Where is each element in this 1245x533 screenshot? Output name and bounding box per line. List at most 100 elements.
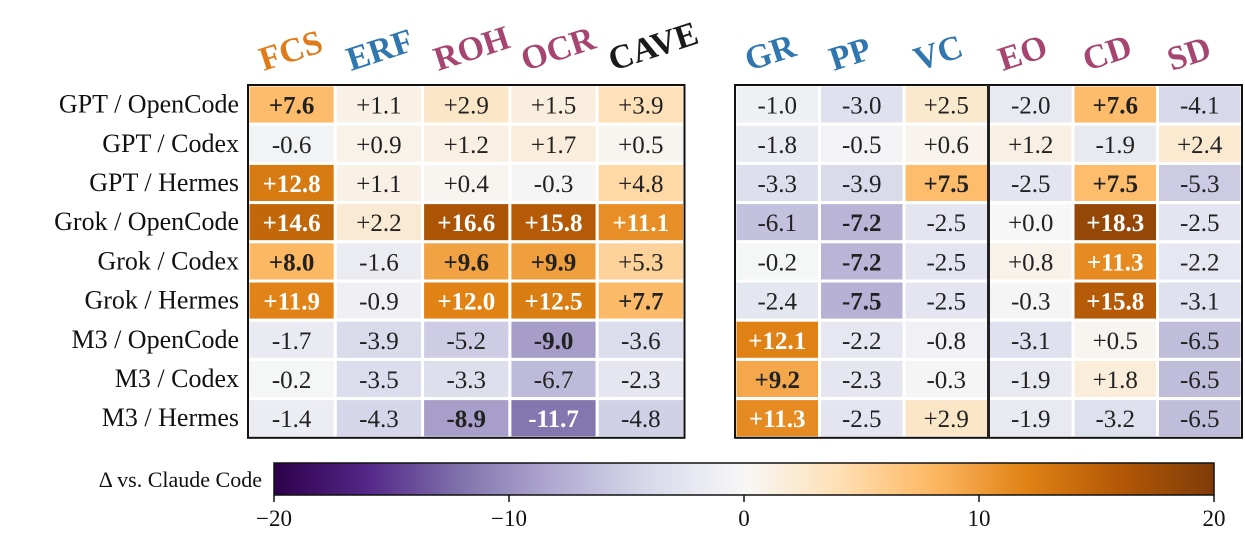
- cell-value-label: +2.2: [356, 210, 401, 237]
- cell-value-label: -2.3: [842, 367, 882, 394]
- cell-value-label: -2.5: [842, 406, 882, 433]
- cell-value-label: -6.5: [1180, 406, 1220, 433]
- cell-value-label: -2.5: [1011, 171, 1051, 198]
- heatmap-cell: [1156, 397, 1244, 440]
- cell-value-label: +1.5: [531, 93, 576, 120]
- heatmap-cell: [1156, 122, 1244, 165]
- cell-value-label: +15.8: [1086, 289, 1144, 316]
- cell-value-label: -3.1: [1180, 289, 1220, 316]
- cell-value-label: +7.7: [618, 289, 664, 316]
- heatmap-cell: [902, 83, 990, 126]
- heatmap-cell: [1071, 122, 1159, 165]
- heatmap-cell: [1071, 318, 1159, 361]
- cell-value-label: -2.2: [1180, 249, 1220, 276]
- column-header: GR: [740, 28, 800, 79]
- colorbar-tick-label: −10: [491, 506, 527, 531]
- heatmap-cell: [902, 397, 990, 440]
- heatmap-cell: [1156, 83, 1244, 126]
- cell-value-label: +2.9: [924, 406, 969, 433]
- heatmap-cell: [1156, 318, 1244, 361]
- cell-value-label: -8.9: [446, 406, 486, 433]
- cell-value-label: +9.6: [444, 249, 490, 276]
- cell-value-label: -3.0: [842, 93, 882, 120]
- cell-value-label: +11.3: [749, 406, 806, 433]
- colorbar-gradient: [273, 462, 1215, 496]
- heatmap-panel: +7.6 +1.1 +2.9 +1.5 +3.9 -0.6 +0.9 +1.2 +1.7 +0.5…: [246, 15, 703, 440]
- cell-value-label: -1.9: [1011, 406, 1051, 433]
- cell-value-label: -11.7: [528, 406, 579, 433]
- heatmap-cell: [987, 397, 1075, 440]
- cell-value-label: +0.6: [924, 132, 969, 159]
- cell-value-label: +12.5: [525, 289, 583, 316]
- heatmap-cell: [333, 201, 425, 244]
- column-header: ERF: [342, 22, 418, 78]
- cell-value-label: +7.6: [1093, 93, 1139, 120]
- heatmap-cell: [818, 318, 906, 361]
- heatmap-cell: [421, 122, 512, 165]
- cell-value-label: +1.2: [444, 132, 489, 159]
- cell-value-label: -7.2: [842, 210, 882, 237]
- heatmap-cell: [1071, 201, 1159, 244]
- cell-value-label: -7.2: [842, 249, 882, 276]
- cell-value-label: +12.0: [437, 289, 495, 316]
- cell-value-label: -3.3: [446, 367, 486, 394]
- cell-value-label: +7.6: [269, 93, 315, 120]
- column-header: OCR: [517, 20, 601, 79]
- colorbar: Δ vs. Claude Code −20 −10 0 10 20: [99, 462, 1226, 531]
- cell-value-label: -0.3: [926, 367, 966, 394]
- colorbar-tick-label: 10: [968, 506, 991, 531]
- colorbar-tick-label: 20: [1203, 506, 1226, 531]
- cell-value-label: -2.5: [926, 289, 966, 316]
- cell-value-label: +7.5: [1093, 171, 1139, 198]
- cell-value-label: -5.2: [446, 328, 486, 355]
- heatmap-cell: [595, 201, 687, 244]
- heatmap-cell: [421, 240, 512, 283]
- column-header: PP: [825, 31, 876, 79]
- cell-value-label: +1.2: [1008, 132, 1053, 159]
- heatmap-cell: [818, 201, 906, 244]
- cell-value-label: +2.4: [1177, 132, 1223, 159]
- cell-value-label: -4.1: [1180, 93, 1220, 120]
- cell-value-label: +0.8: [1008, 249, 1053, 276]
- cell-value-label: +0.9: [356, 132, 401, 159]
- cell-value-label: +9.2: [755, 367, 801, 394]
- cell-value-label: -2.3: [621, 367, 661, 394]
- cell-value-label: -0.3: [1011, 289, 1051, 316]
- cell-value-label: +11.9: [263, 289, 320, 316]
- cell-value-label: +1.1: [356, 93, 401, 120]
- cell-value-label: -6.5: [1180, 367, 1220, 394]
- cell-value-label: -0.6: [272, 132, 312, 159]
- cell-value-label: +1.1: [356, 171, 401, 198]
- cell-value-label: -2.5: [926, 249, 966, 276]
- cell-value-label: -0.3: [534, 171, 574, 198]
- cell-value-label: +9.9: [531, 249, 577, 276]
- cell-value-label: -1.7: [272, 328, 312, 355]
- column-header: VC: [909, 28, 967, 78]
- cell-value-label: +0.5: [1093, 328, 1138, 355]
- cell-value-label: -0.9: [359, 289, 399, 316]
- heatmap-panel: -1.0 -3.0 +2.5 -2.0 +7.6 -4.1 -1.8 -0.5 +0.6 +1.2…: [733, 28, 1244, 440]
- row-label: GPT / Codex: [102, 129, 239, 158]
- cell-value-label: +0.0: [1008, 210, 1053, 237]
- column-header: ROH: [429, 19, 514, 78]
- cell-value-label: -3.1: [1011, 328, 1051, 355]
- heatmap-cell: [508, 201, 599, 244]
- cell-value-label: -2.2: [842, 328, 882, 355]
- column-header: CD: [1078, 28, 1136, 78]
- heatmap-panels: +7.6 +1.1 +2.9 +1.5 +3.9 -0.6 +0.9 +1.2 +1.7 +0.5…: [246, 15, 1244, 440]
- cell-value-label: -4.3: [359, 406, 399, 433]
- cell-value-label: -1.9: [1011, 367, 1051, 394]
- cell-value-label: +11.3: [1087, 249, 1144, 276]
- row-labels: GPT / OpenCode GPT / Codex GPT / Hermes Gro…: [54, 90, 239, 433]
- cell-value-label: -2.0: [1011, 93, 1051, 120]
- cell-value-label: +14.6: [263, 210, 321, 237]
- cell-value-label: +8.0: [269, 249, 315, 276]
- heatmap-cell: [902, 279, 990, 322]
- cell-value-label: +0.4: [444, 171, 490, 198]
- row-label: M3 / Codex: [115, 364, 239, 393]
- column-header: CAVE: [604, 15, 703, 79]
- row-label: GPT / Hermes: [89, 168, 239, 197]
- heatmap-cell: [818, 279, 906, 322]
- cell-value-label: -9.0: [534, 328, 574, 355]
- cell-value-label: +1.8: [1093, 367, 1138, 394]
